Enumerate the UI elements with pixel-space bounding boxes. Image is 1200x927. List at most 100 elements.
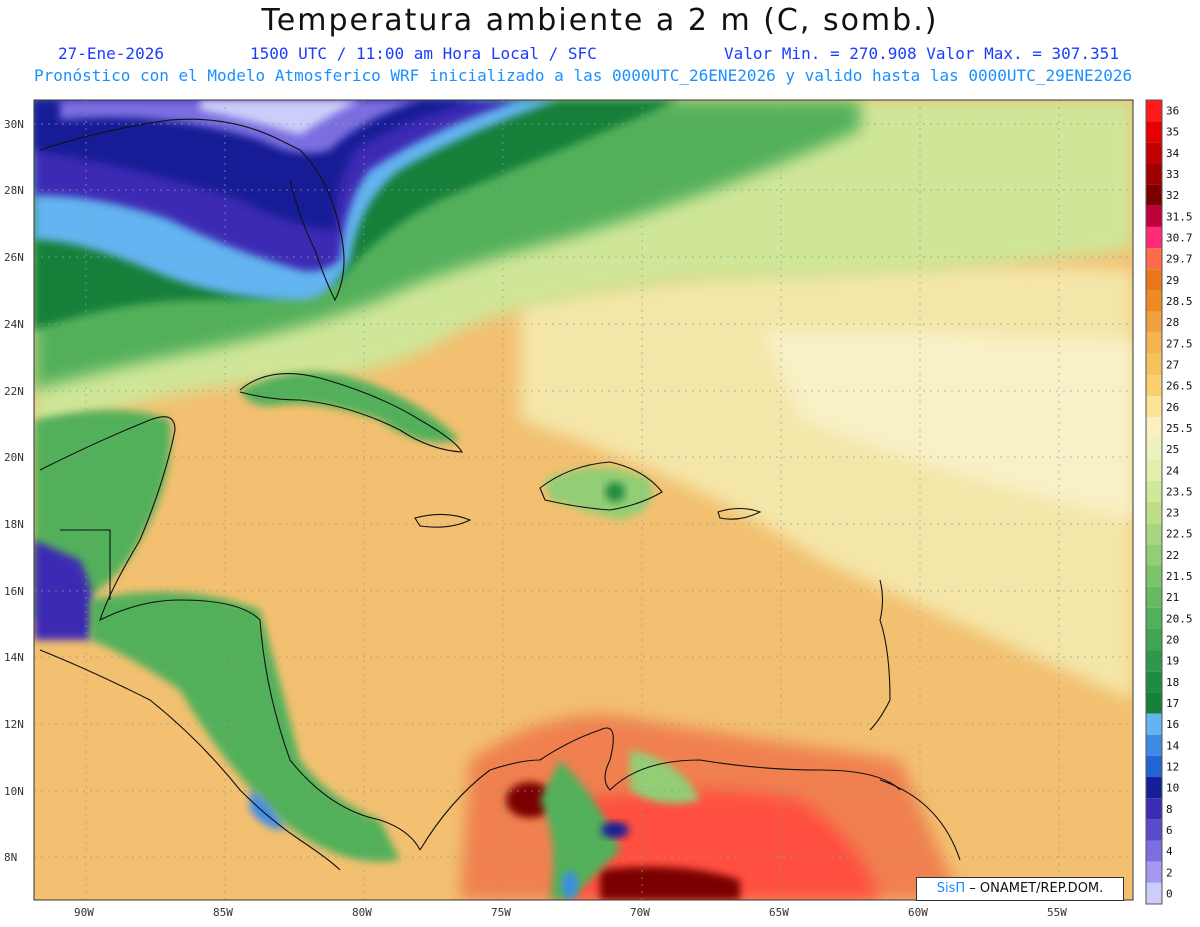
colorbar-swatch	[1146, 290, 1162, 312]
lon-label: 85W	[213, 906, 233, 919]
colorbar-label: 35	[1166, 126, 1179, 139]
colorbar-label: 10	[1166, 782, 1179, 795]
colorbar-swatch	[1146, 438, 1162, 460]
colorbar-swatch	[1146, 163, 1162, 185]
colorbar-label: 33	[1166, 168, 1179, 181]
colorbar-label: 18	[1166, 676, 1179, 689]
colorbar-swatch	[1146, 777, 1162, 799]
colorbar-swatch	[1146, 882, 1162, 904]
colorbar-label: 29	[1166, 274, 1179, 287]
colorbar-swatch	[1146, 226, 1162, 249]
colorbar-swatch	[1146, 184, 1162, 206]
colorbar-swatch	[1146, 375, 1162, 397]
colorbar-label: 20.5	[1166, 612, 1193, 625]
colorbar-swatch	[1146, 248, 1162, 270]
colorbar-label: 12	[1166, 760, 1179, 773]
colorbar-swatch	[1146, 734, 1162, 756]
colorbar-swatch	[1146, 523, 1162, 545]
colorbar-label: 20	[1166, 634, 1179, 647]
model-info: Pronóstico con el Modelo Atmosferico WRF…	[34, 66, 1133, 85]
colorbar-swatch	[1146, 755, 1162, 778]
colorbar: 363534333231.530.729.72928.52827.52726.5…	[1145, 99, 1193, 905]
lon-label: 80W	[352, 906, 372, 919]
colorbar-label: 28.5	[1166, 295, 1193, 308]
colorbar-swatch	[1146, 650, 1162, 672]
lat-label: 18N	[4, 518, 24, 531]
forecast-date: 27-Ene-2026	[58, 44, 164, 63]
lat-label: 16N	[4, 585, 24, 598]
colorbar-swatch	[1146, 565, 1162, 587]
colorbar-label: 16	[1166, 718, 1179, 731]
colorbar-swatch	[1146, 819, 1162, 841]
grid	[34, 100, 1133, 900]
lat-label: 20N	[4, 451, 24, 464]
colorbar-swatch	[1146, 628, 1162, 651]
map-title: Temperatura ambiente a 2 m (C, somb.)	[261, 3, 939, 38]
colorbar-swatch	[1146, 142, 1162, 164]
colorbar-label: 21.5	[1166, 570, 1193, 583]
lat-label: 10N	[4, 785, 24, 798]
colorbar-label: 21	[1166, 591, 1179, 604]
colorbar-label: 23	[1166, 507, 1179, 520]
colorbar-label: 36	[1166, 105, 1179, 118]
colorbar-label: 29.7	[1166, 253, 1193, 266]
colorbar-label: 28	[1166, 316, 1179, 329]
colorbar-swatch	[1146, 671, 1162, 693]
sispi-logo: SisΠ	[936, 881, 966, 896]
colorbar-label: 32	[1166, 189, 1179, 202]
colorbar-swatch	[1146, 544, 1162, 566]
credit-text: – ONAMET/REP.DOM.	[965, 881, 1104, 896]
lat-label: 24N	[4, 318, 24, 331]
lon-label: 70W	[630, 906, 650, 919]
colorbar-swatch	[1146, 353, 1162, 376]
lat-label: 26N	[4, 251, 24, 264]
lat-label: 22N	[4, 385, 24, 398]
colorbar-swatch	[1146, 502, 1162, 524]
colorbar-label: 6	[1166, 824, 1173, 837]
lon-label: 75W	[491, 906, 511, 919]
colorbar-swatch	[1146, 861, 1162, 883]
colorbar-label: 19	[1166, 655, 1179, 668]
colorbar-label: 24	[1166, 464, 1180, 477]
lat-label: 8N	[4, 851, 17, 864]
colorbar-label: 27.5	[1166, 337, 1193, 350]
colorbar-label: 4	[1166, 845, 1173, 858]
lat-label: 14N	[4, 651, 24, 664]
colorbar-swatch	[1146, 417, 1162, 439]
colorbar-label: 0	[1166, 887, 1173, 900]
colorbar-swatch	[1146, 269, 1162, 291]
lat-label: 12N	[4, 718, 24, 731]
colorbar-swatch	[1146, 459, 1162, 481]
colorbar-label: 31.5	[1166, 210, 1193, 223]
colorbar-frame	[1145, 99, 1163, 905]
colorbar-label: 14	[1166, 739, 1180, 752]
temperature-field	[34, 100, 1133, 900]
colorbar-swatch	[1146, 480, 1162, 502]
colorbar-swatch	[1146, 713, 1162, 735]
colorbar-swatch	[1146, 607, 1162, 629]
colorbar-label: 34	[1166, 147, 1180, 160]
credit-box: SisΠ – ONAMET/REP.DOM.	[916, 877, 1124, 901]
colorbar-label: 25	[1166, 443, 1179, 456]
colorbar-swatch	[1146, 396, 1162, 418]
colorbar-label: 2	[1166, 866, 1173, 879]
colorbar-swatch	[1146, 840, 1162, 862]
lon-label: 90W	[74, 906, 94, 919]
longitude-labels: 90W 85W 80W 75W 70W 65W 60W 55W	[74, 906, 1067, 919]
colorbar-label: 27	[1166, 358, 1179, 371]
colorbar-label: 22	[1166, 549, 1179, 562]
lon-label: 55W	[1047, 906, 1067, 919]
colorbar-label: 22.5	[1166, 528, 1193, 541]
colorbar-swatch	[1146, 205, 1162, 227]
coastlines	[39, 118, 961, 871]
lon-label: 65W	[769, 906, 789, 919]
colorbar-label: 26	[1166, 401, 1179, 414]
colorbar-swatch	[1146, 100, 1162, 122]
min-max-values: Valor Min. = 270.908 Valor Max. = 307.35…	[724, 44, 1119, 63]
lon-label: 60W	[908, 906, 928, 919]
colorbar-label: 25.5	[1166, 422, 1193, 435]
colorbar-swatch	[1146, 798, 1162, 820]
colorbar-label: 17	[1166, 697, 1179, 710]
lat-label: 28N	[4, 184, 24, 197]
latitude-labels: 30N 28N 26N 24N 22N 20N 18N 16N 14N 12N …	[4, 118, 24, 864]
